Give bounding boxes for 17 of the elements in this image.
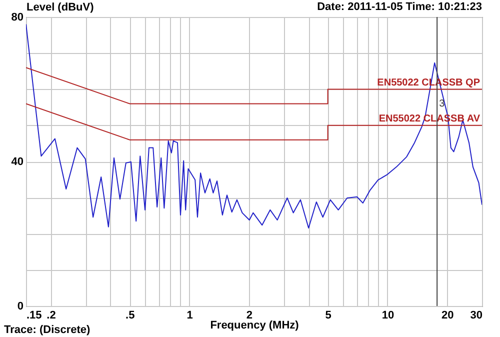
x-tick-label: 2 — [246, 310, 252, 322]
y-tick-label: 80 — [11, 12, 24, 24]
text: Trace: (Discrete) — [4, 324, 91, 336]
x-tick-label: 20 — [441, 310, 454, 322]
x-tick-label: .5 — [126, 310, 135, 322]
x-tick-label: 5 — [325, 310, 332, 322]
y-tick-label: 40 — [11, 156, 24, 168]
y-axis-title: Level (dBuV) — [26, 2, 94, 14]
x-tick-label: .15 — [26, 310, 42, 322]
x-tick-label: 30 — [470, 310, 482, 322]
x-tick-label: 10 — [382, 310, 394, 322]
text: Date: 2011-11-05 Time: 10:21:23 — [317, 1, 482, 13]
x-tick-label: .2 — [46, 310, 56, 322]
x-tick-label: 1 — [186, 310, 193, 322]
annotation: 3 — [439, 98, 446, 110]
y-tick-label: 0 — [17, 300, 24, 312]
x-axis-title: Frequency (MHz) — [210, 320, 300, 332]
